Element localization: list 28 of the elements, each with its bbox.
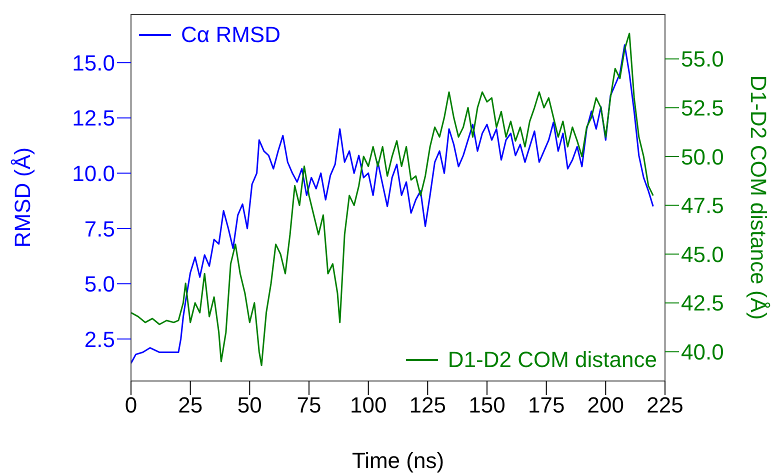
x-tick-label: 225 <box>646 392 684 418</box>
y-tick-label: 10.0 <box>72 160 115 186</box>
y-tick-label: 5.0 <box>84 272 115 297</box>
x-tick-label: 200 <box>587 392 624 418</box>
y-tick-label: 15.0 <box>72 50 115 76</box>
y2-tick-label: 45.0 <box>681 242 724 267</box>
legend-label: Cα RMSD <box>181 22 280 48</box>
x-tick-label: 0 <box>124 392 138 418</box>
y-tick-label: 12.5 <box>72 106 115 131</box>
x-tick-label: 25 <box>178 392 203 418</box>
x-tick-label: 150 <box>468 392 506 418</box>
y2-tick-label: 50.0 <box>681 144 724 170</box>
y-tick-label: 7.5 <box>84 216 115 242</box>
x-axis-title: Time (ns) <box>352 448 444 473</box>
y2-tick-label: 52.5 <box>681 96 724 121</box>
y2-tick-label: 40.0 <box>681 340 724 365</box>
y2-tick-label: 47.5 <box>681 193 724 218</box>
x-tick-label: 75 <box>296 392 322 418</box>
y-tick-label: 2.5 <box>84 326 115 352</box>
x-tick-label: 50 <box>237 392 262 418</box>
x-tick-label: 100 <box>350 392 387 418</box>
x-tick-label: 125 <box>409 392 446 418</box>
y2-tick-label: 42.5 <box>681 290 724 316</box>
y2-axis-title: D1-D2 COM distance (Å) <box>746 75 772 320</box>
y2-tick-label: 55.0 <box>681 46 724 72</box>
y-axis-title: RMSD (Å) <box>10 147 35 248</box>
x-tick-label: 175 <box>528 392 565 418</box>
legend-label: D1-D2 COM distance <box>448 347 657 373</box>
